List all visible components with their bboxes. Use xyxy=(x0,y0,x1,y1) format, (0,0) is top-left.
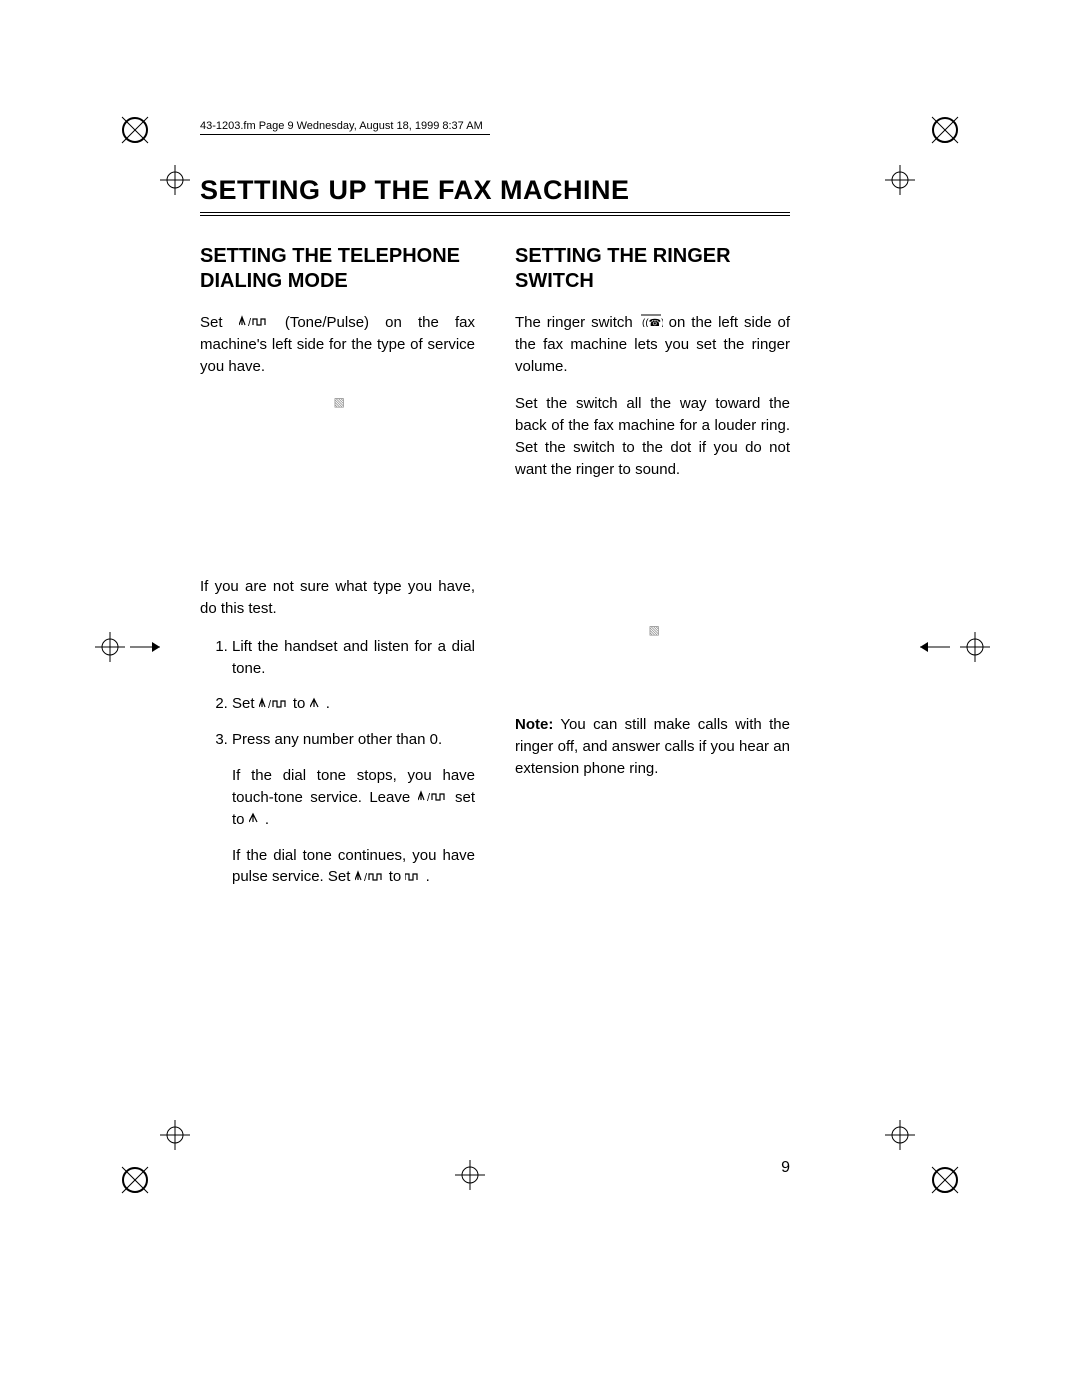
note-label: Note: xyxy=(515,716,553,733)
heading-ringer-switch: SETTING THE RINGER SWITCH xyxy=(515,244,790,294)
crop-mark-cross xyxy=(160,1120,190,1150)
dialing-mode-test-intro: If you are not sure what type you have, … xyxy=(200,576,475,620)
ringer-intro: The ringer switch ((☎)) on the left side… xyxy=(515,312,790,377)
svg-text:/: / xyxy=(268,699,272,709)
text-fragment: to xyxy=(389,868,406,885)
ringer-switch-icon: ((☎)) xyxy=(639,312,663,334)
text-fragment: The ringer switch xyxy=(515,314,639,331)
pulse-icon xyxy=(405,867,421,889)
crop-mark-corner xyxy=(930,1165,960,1195)
step-2: Set / to . xyxy=(232,693,475,715)
step-3-result-tone: If the dial tone stops, you have touch-t… xyxy=(232,765,475,831)
tone-pulse-icon: / xyxy=(355,867,385,889)
crop-mark-cross xyxy=(160,165,190,195)
crop-mark-cross xyxy=(885,1120,915,1150)
dialing-mode-steps: Lift the handset and listen for a dial t… xyxy=(200,636,475,751)
right-column: SETTING THE RINGER SWITCH The ringer swi… xyxy=(515,244,790,902)
ringer-note: Note: You can still make calls with the … xyxy=(515,714,790,779)
crop-mark-corner xyxy=(120,1165,150,1195)
header-file-path: 43-1203.fm Page 9 Wednesday, August 18, … xyxy=(200,120,490,135)
tone-icon xyxy=(249,809,261,831)
svg-text:/: / xyxy=(427,792,431,802)
page-title: SETTING UP THE FAX MACHINE xyxy=(200,175,790,216)
crop-mark-corner xyxy=(120,115,150,145)
note-body: You can still make calls with the ringer… xyxy=(515,716,790,777)
step-1: Lift the handset and listen for a dial t… xyxy=(232,636,475,680)
tone-pulse-icon: / xyxy=(239,312,269,334)
figure-placeholder: ▧ xyxy=(649,621,657,629)
dialing-mode-intro: Set / (Tone/Pulse) on the fax machine's … xyxy=(200,312,475,377)
crop-mark-cross xyxy=(885,165,915,195)
crop-mark-arrow xyxy=(130,632,160,662)
text-fragment: . xyxy=(426,868,430,885)
left-column: SETTING THE TELEPHONE DIALING MODE Set /… xyxy=(200,244,475,902)
crop-mark-corner xyxy=(930,115,960,145)
step-3-result-pulse: If the dial tone continues, you have pul… xyxy=(232,845,475,889)
ringer-instructions: Set the switch all the way toward the ba… xyxy=(515,393,790,480)
text-fragment: to xyxy=(293,695,310,712)
svg-text:/: / xyxy=(364,872,368,882)
text-fragment: . xyxy=(265,811,269,828)
svg-text:/: / xyxy=(248,317,252,327)
crop-mark-cross xyxy=(960,632,990,662)
tone-pulse-icon: / xyxy=(418,787,448,809)
figure-placeholder: ▧ xyxy=(334,393,342,401)
svg-text:((☎)): ((☎)) xyxy=(642,318,663,327)
crop-mark-cross xyxy=(455,1160,485,1190)
text-fragment: If the dial tone continues, you have pul… xyxy=(232,847,475,886)
step-3: Press any number other than 0. xyxy=(232,729,475,751)
page-number: 9 xyxy=(781,1159,790,1177)
heading-dialing-mode: SETTING THE TELEPHONE DIALING MODE xyxy=(200,244,475,294)
text-fragment: Set xyxy=(200,314,239,331)
text-fragment: . xyxy=(326,695,330,712)
tone-pulse-icon: / xyxy=(259,694,289,716)
tone-icon xyxy=(310,694,322,716)
text-fragment: Set xyxy=(232,695,259,712)
crop-mark-arrow xyxy=(920,632,950,662)
crop-mark-cross xyxy=(95,632,125,662)
